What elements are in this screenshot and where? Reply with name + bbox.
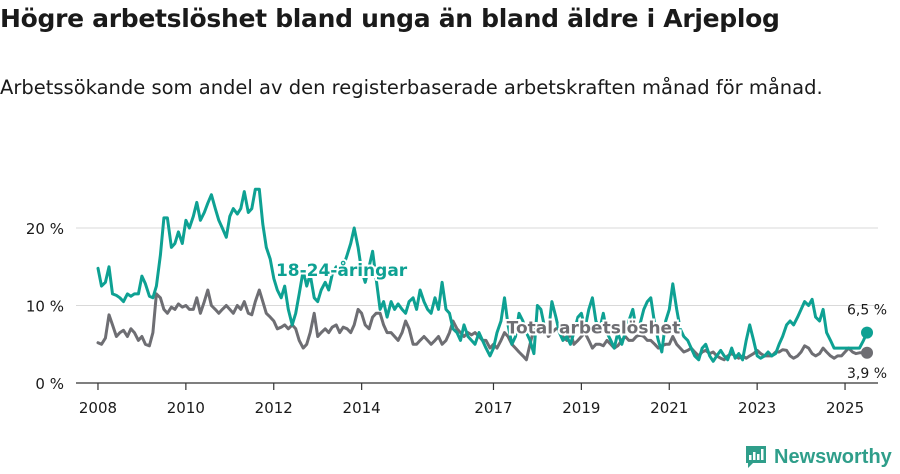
brand-name: Newsworthy bbox=[774, 445, 892, 468]
end-dot-total bbox=[861, 346, 874, 359]
end-value-total: 3,9 % bbox=[847, 366, 887, 382]
x-axis: 2008 2010 2012 2014 2017 2019 2021 2023 2025 bbox=[76, 382, 878, 417]
series-label-total: Total arbetslöshet bbox=[507, 318, 681, 338]
chart-subtitle: Arbetssökande som andel av den registerb… bbox=[0, 76, 823, 99]
end-value-youth: 6,5 % bbox=[847, 303, 887, 319]
series-line-total bbox=[96, 288, 869, 362]
newsworthy-logo-icon bbox=[746, 446, 766, 468]
x-tick-label: 2014 bbox=[343, 399, 381, 417]
chart-title: Högre arbetslöshet bland unga än bland ä… bbox=[0, 4, 780, 33]
y-tick-label: 0 % bbox=[35, 375, 64, 393]
y-tick-label: 20 % bbox=[26, 220, 64, 238]
x-tick-label: 2008 bbox=[79, 399, 117, 417]
brand-logo: Newsworthy bbox=[744, 442, 892, 472]
x-tick-label: 2023 bbox=[738, 399, 776, 417]
y-axis: 0 % 10 % 20 % bbox=[26, 220, 64, 393]
end-dot-youth bbox=[861, 326, 874, 339]
x-tick-label: 2019 bbox=[562, 399, 600, 417]
x-tick-label: 2021 bbox=[650, 399, 688, 417]
x-tick-label: 2010 bbox=[167, 399, 205, 417]
x-tick-label: 2017 bbox=[474, 399, 512, 417]
x-tick-label: 2025 bbox=[826, 399, 864, 417]
series-line-youth bbox=[96, 187, 869, 363]
series-label-youth: 18-24-åringar bbox=[276, 259, 408, 281]
gridlines bbox=[76, 227, 878, 306]
x-tick-label: 2012 bbox=[255, 399, 293, 417]
series-labels: 18-24-åringar Total arbetslöshet 6,5 % 3,9 … bbox=[274, 257, 887, 382]
y-tick-label: 10 % bbox=[26, 298, 64, 316]
series-lines bbox=[96, 187, 874, 363]
